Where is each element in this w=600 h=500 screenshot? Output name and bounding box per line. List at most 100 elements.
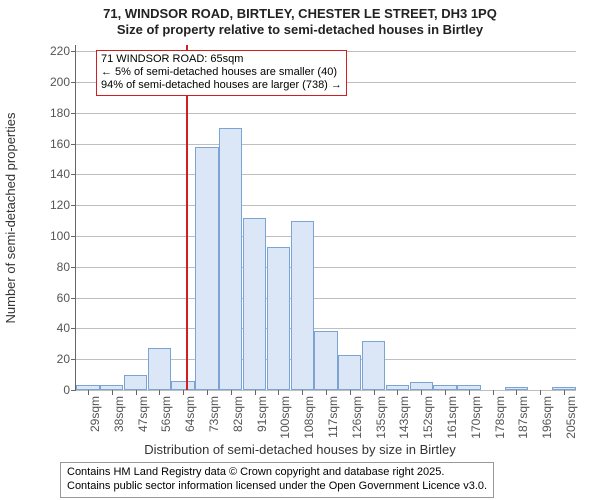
y-gridline — [76, 144, 576, 145]
histogram-bar — [148, 348, 171, 390]
x-tick-label: 91sqm — [255, 396, 269, 432]
annotation-line: ← 5% of semi-detached houses are smaller… — [101, 66, 342, 79]
y-tick-mark — [71, 205, 76, 206]
x-tick-label: 170sqm — [469, 396, 483, 439]
y-tick-mark — [71, 359, 76, 360]
x-tick-mark — [302, 390, 303, 395]
footer-line: Contains HM Land Registry data © Crown c… — [67, 466, 487, 480]
x-tick-mark — [112, 390, 113, 395]
histogram-bar — [362, 341, 385, 390]
x-tick-mark — [469, 390, 470, 395]
y-tick-mark — [71, 298, 76, 299]
histogram-bar — [195, 147, 218, 390]
y-tick-mark — [71, 113, 76, 114]
y-gridline — [76, 236, 576, 237]
x-tick-mark — [374, 390, 375, 395]
histogram-bar — [124, 375, 147, 390]
x-tick-label: 100sqm — [278, 396, 292, 439]
x-tick-mark — [421, 390, 422, 395]
reference-line — [186, 45, 188, 390]
x-tick-label: 117sqm — [326, 396, 340, 438]
y-tick-mark — [71, 51, 76, 52]
chart-title-line1: 71, WINDSOR ROAD, BIRTLEY, CHESTER LE ST… — [0, 6, 600, 21]
y-tick-label: 140 — [50, 167, 70, 181]
histogram-bar — [338, 355, 361, 390]
x-tick-label: 73sqm — [207, 396, 221, 432]
x-tick-label: 143sqm — [397, 396, 411, 439]
x-tick-mark — [445, 390, 446, 395]
histogram-chart: 71, WINDSOR ROAD, BIRTLEY, CHESTER LE ST… — [0, 0, 600, 500]
x-tick-mark — [207, 390, 208, 395]
y-tick-mark — [71, 174, 76, 175]
x-tick-label: 178sqm — [493, 396, 507, 439]
y-tick-label: 200 — [50, 75, 70, 89]
x-tick-label: 108sqm — [302, 396, 316, 439]
x-tick-mark — [231, 390, 232, 395]
y-gridline — [76, 328, 576, 329]
x-tick-mark — [516, 390, 517, 395]
y-tick-mark — [71, 390, 76, 391]
x-axis-label: Distribution of semi-detached houses by … — [0, 442, 600, 457]
x-tick-mark — [278, 390, 279, 395]
y-tick-label: 80 — [57, 260, 70, 274]
annotation-line: 71 WINDSOR ROAD: 65sqm — [101, 53, 342, 66]
x-tick-label: 82sqm — [231, 396, 245, 432]
histogram-bar — [267, 247, 290, 390]
y-tick-label: 220 — [50, 44, 70, 58]
x-tick-mark — [397, 390, 398, 395]
y-tick-label: 180 — [50, 106, 70, 120]
y-tick-label: 40 — [57, 321, 70, 335]
x-tick-label: 64sqm — [183, 396, 197, 432]
x-tick-mark — [88, 390, 89, 395]
y-gridline — [76, 267, 576, 268]
y-tick-mark — [71, 267, 76, 268]
y-gridline — [76, 205, 576, 206]
x-tick-mark — [350, 390, 351, 395]
histogram-bar — [171, 381, 194, 390]
y-tick-label: 120 — [50, 198, 70, 212]
attribution-footer: Contains HM Land Registry data © Crown c… — [60, 462, 494, 498]
x-tick-label: 56sqm — [159, 396, 173, 432]
histogram-bar — [219, 128, 242, 390]
plot-area: 02040608010012014016018020022029sqm38sqm… — [75, 45, 576, 391]
x-tick-mark — [159, 390, 160, 395]
x-tick-label: 135sqm — [374, 396, 388, 439]
x-tick-label: 126sqm — [350, 396, 364, 439]
histogram-bar — [291, 221, 314, 390]
y-tick-label: 0 — [63, 383, 70, 397]
x-tick-label: 38sqm — [112, 396, 126, 432]
histogram-bar — [410, 382, 433, 390]
x-tick-label: 205sqm — [564, 396, 578, 439]
footer-line: Contains public sector information licen… — [67, 480, 487, 494]
x-tick-mark — [136, 390, 137, 395]
x-tick-mark — [255, 390, 256, 395]
y-tick-mark — [71, 82, 76, 83]
y-axis-label: Number of semi-detached properties — [3, 112, 18, 323]
x-tick-label: 187sqm — [516, 396, 530, 439]
y-tick-label: 100 — [50, 229, 70, 243]
y-gridline — [76, 298, 576, 299]
x-tick-label: 196sqm — [540, 396, 554, 439]
annotation-line: 94% of semi-detached houses are larger (… — [101, 79, 342, 92]
x-tick-mark — [540, 390, 541, 395]
y-tick-mark — [71, 144, 76, 145]
annotation-box: 71 WINDSOR ROAD: 65sqm← 5% of semi-detac… — [96, 50, 347, 96]
x-tick-mark — [183, 390, 184, 395]
chart-title-line2: Size of property relative to semi-detach… — [0, 22, 600, 37]
x-tick-label: 47sqm — [136, 396, 150, 432]
x-tick-mark — [326, 390, 327, 395]
x-tick-mark — [493, 390, 494, 395]
y-gridline — [76, 174, 576, 175]
y-tick-mark — [71, 328, 76, 329]
y-tick-label: 160 — [50, 137, 70, 151]
histogram-bar — [243, 218, 266, 391]
histogram-bar — [314, 331, 337, 390]
y-tick-mark — [71, 236, 76, 237]
x-tick-mark — [564, 390, 565, 395]
x-tick-label: 161sqm — [445, 396, 459, 439]
y-tick-label: 60 — [57, 291, 70, 305]
y-tick-label: 20 — [57, 352, 70, 366]
x-tick-label: 29sqm — [88, 396, 102, 432]
x-tick-label: 152sqm — [421, 396, 435, 439]
y-gridline — [76, 113, 576, 114]
